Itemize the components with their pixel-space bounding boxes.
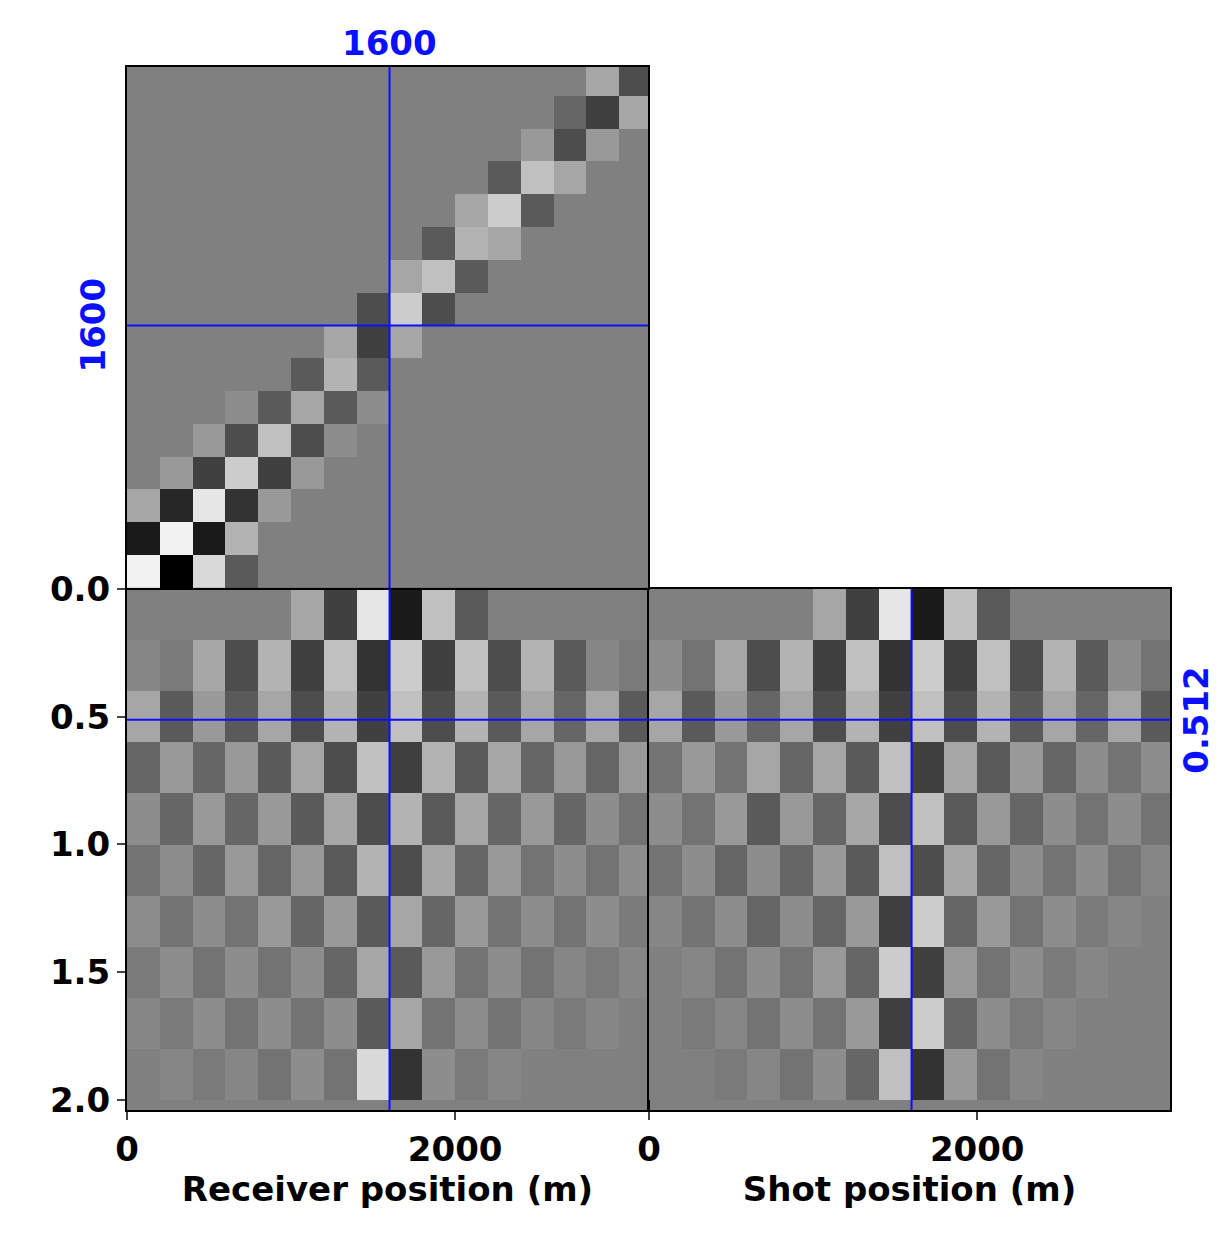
svg-text:Shot position (m): Shot position (m) bbox=[743, 1169, 1077, 1209]
svg-text:0: 0 bbox=[115, 1129, 139, 1169]
svg-text:1.0: 1.0 bbox=[50, 824, 110, 864]
svg-text:2000: 2000 bbox=[408, 1129, 503, 1169]
svg-text:0.512: 0.512 bbox=[1176, 666, 1216, 774]
svg-text:2000: 2000 bbox=[930, 1129, 1025, 1169]
svg-text:Receiver position (m): Receiver position (m) bbox=[182, 1169, 593, 1209]
svg-text:1.5: 1.5 bbox=[50, 952, 110, 992]
svg-text:0.5: 0.5 bbox=[50, 697, 110, 737]
svg-text:1600: 1600 bbox=[342, 23, 437, 63]
svg-text:0.0: 0.0 bbox=[50, 569, 110, 609]
svg-text:2.0: 2.0 bbox=[50, 1080, 110, 1120]
svg-text:0: 0 bbox=[637, 1129, 661, 1169]
svg-text:1600: 1600 bbox=[73, 278, 113, 373]
